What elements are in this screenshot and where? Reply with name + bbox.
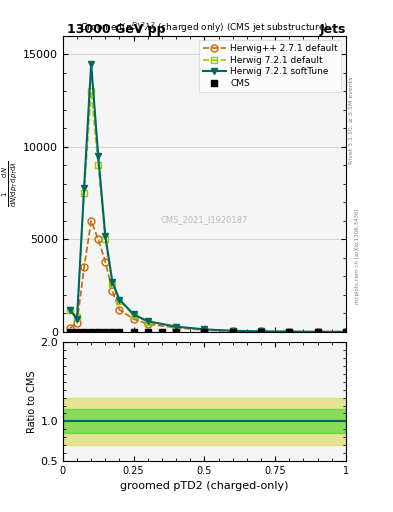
Herwig++ 2.7.1 default bbox=[96, 237, 101, 243]
Herwig++ 2.7.1 default bbox=[131, 316, 136, 322]
CMS bbox=[96, 329, 101, 335]
CMS bbox=[202, 329, 207, 335]
Herwig++ 2.7.1 default bbox=[343, 329, 348, 335]
Herwig 7.2.1 default bbox=[259, 328, 263, 334]
CMS bbox=[230, 329, 235, 335]
Herwig 7.2.1 default bbox=[145, 319, 150, 325]
Line: Herwig++ 2.7.1 default: Herwig++ 2.7.1 default bbox=[66, 218, 349, 335]
Herwig 7.2.1 softTune bbox=[110, 279, 115, 285]
Herwig++ 2.7.1 default bbox=[82, 264, 86, 270]
Line: CMS: CMS bbox=[67, 329, 349, 335]
Herwig 7.2.1 softTune bbox=[117, 296, 122, 303]
Herwig++ 2.7.1 default bbox=[145, 321, 150, 327]
Herwig++ 2.7.1 default bbox=[202, 327, 207, 333]
Bar bbox=[63, 398, 346, 445]
Herwig 7.2.1 default bbox=[75, 314, 79, 320]
Herwig 7.2.1 default bbox=[174, 324, 178, 330]
CMS bbox=[259, 329, 263, 335]
Text: Jets: Jets bbox=[320, 23, 346, 36]
Herwig++ 2.7.1 default bbox=[287, 329, 292, 335]
Herwig 7.2.1 softTune bbox=[96, 153, 101, 159]
Herwig 7.2.1 softTune bbox=[103, 232, 108, 239]
Herwig 7.2.1 default bbox=[117, 297, 122, 304]
Legend: Herwig++ 2.7.1 default, Herwig 7.2.1 default, Herwig 7.2.1 softTune, CMS: Herwig++ 2.7.1 default, Herwig 7.2.1 def… bbox=[199, 40, 342, 92]
Herwig 7.2.1 default bbox=[103, 237, 108, 243]
CMS bbox=[110, 329, 115, 335]
Herwig 7.2.1 default bbox=[343, 329, 348, 335]
Line: Herwig 7.2.1 softTune: Herwig 7.2.1 softTune bbox=[66, 60, 349, 335]
Herwig++ 2.7.1 default bbox=[230, 328, 235, 334]
CMS bbox=[315, 329, 320, 335]
Herwig 7.2.1 default bbox=[82, 190, 86, 196]
Text: mcplots.cern.ch [arXiv:1306.3436]: mcplots.cern.ch [arXiv:1306.3436] bbox=[355, 208, 360, 304]
Herwig 7.2.1 softTune bbox=[343, 329, 348, 335]
Herwig 7.2.1 default bbox=[202, 327, 207, 333]
Herwig 7.2.1 softTune bbox=[174, 324, 178, 330]
Herwig 7.2.1 softTune bbox=[131, 311, 136, 317]
Herwig++ 2.7.1 default bbox=[68, 325, 72, 331]
Herwig 7.2.1 default bbox=[230, 328, 235, 334]
CMS bbox=[103, 329, 108, 335]
Herwig 7.2.1 default bbox=[110, 281, 115, 287]
Herwig++ 2.7.1 default bbox=[259, 328, 263, 334]
Title: Groomed$(p_T^D)^2\lambda_0^2$ (charged only) (CMS jet substructure): Groomed$(p_T^D)^2\lambda_0^2$ (charged o… bbox=[80, 20, 329, 35]
Text: CMS_2021_I1920187: CMS_2021_I1920187 bbox=[161, 215, 248, 224]
CMS bbox=[117, 329, 122, 335]
Text: Rivet 3.1.10, ≥ 3.1M events: Rivet 3.1.10, ≥ 3.1M events bbox=[349, 77, 354, 164]
Herwig 7.2.1 default bbox=[96, 162, 101, 168]
Y-axis label: Ratio to CMS: Ratio to CMS bbox=[28, 370, 37, 433]
CMS bbox=[68, 329, 72, 335]
CMS bbox=[145, 329, 150, 335]
Herwig++ 2.7.1 default bbox=[75, 319, 79, 326]
Bar bbox=[63, 410, 346, 433]
Herwig 7.2.1 default bbox=[131, 312, 136, 318]
Herwig 7.2.1 softTune bbox=[230, 328, 235, 334]
Herwig 7.2.1 softTune bbox=[82, 184, 86, 190]
Herwig++ 2.7.1 default bbox=[315, 329, 320, 335]
X-axis label: groomed pTD2 (charged-only): groomed pTD2 (charged-only) bbox=[120, 481, 288, 491]
Herwig 7.2.1 default bbox=[315, 329, 320, 335]
Herwig 7.2.1 softTune bbox=[202, 326, 207, 332]
Y-axis label: $\frac{1}{\mathrm{d}N / \mathrm{d}p_T} \frac{\mathrm{d}N}{\mathrm{d}p_T \mathrm{: $\frac{1}{\mathrm{d}N / \mathrm{d}p_T} \… bbox=[1, 160, 20, 207]
Herwig 7.2.1 default bbox=[68, 307, 72, 313]
Herwig++ 2.7.1 default bbox=[174, 325, 178, 331]
CMS bbox=[89, 329, 94, 335]
Herwig 7.2.1 default bbox=[89, 88, 94, 94]
Herwig 7.2.1 default bbox=[287, 329, 292, 335]
Herwig++ 2.7.1 default bbox=[103, 259, 108, 265]
Herwig++ 2.7.1 default bbox=[110, 288, 115, 294]
CMS bbox=[131, 329, 136, 335]
Herwig++ 2.7.1 default bbox=[117, 307, 122, 313]
Herwig 7.2.1 softTune bbox=[287, 329, 292, 335]
CMS bbox=[174, 329, 178, 335]
Line: Herwig 7.2.1 default: Herwig 7.2.1 default bbox=[66, 88, 349, 335]
Herwig 7.2.1 softTune bbox=[89, 60, 94, 67]
CMS bbox=[343, 329, 348, 335]
CMS bbox=[75, 329, 79, 335]
Herwig 7.2.1 softTune bbox=[75, 316, 79, 322]
Herwig 7.2.1 softTune bbox=[145, 318, 150, 324]
Herwig 7.2.1 softTune bbox=[68, 307, 72, 313]
Herwig++ 2.7.1 default bbox=[89, 218, 94, 224]
Herwig 7.2.1 softTune bbox=[315, 329, 320, 335]
CMS bbox=[160, 329, 164, 335]
CMS bbox=[287, 329, 292, 335]
Text: 13000 GeV pp: 13000 GeV pp bbox=[67, 23, 165, 36]
Herwig 7.2.1 softTune bbox=[259, 328, 263, 334]
CMS bbox=[82, 329, 86, 335]
